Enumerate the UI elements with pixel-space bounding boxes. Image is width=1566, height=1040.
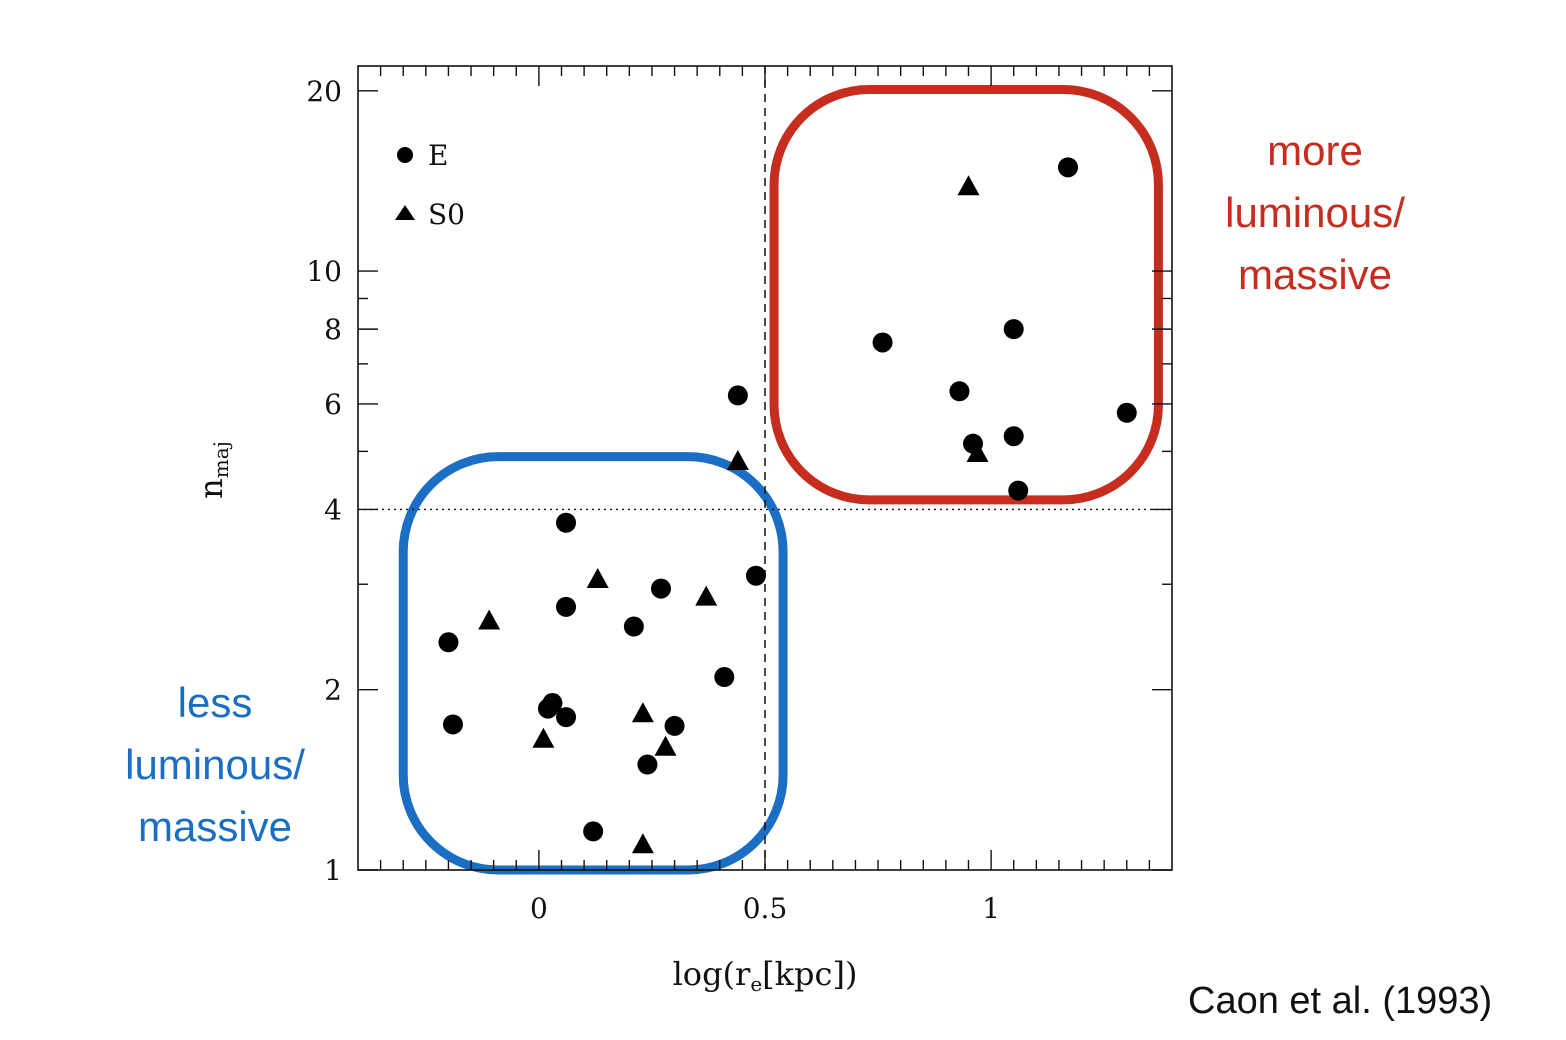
annotation-line: massive xyxy=(137,803,293,850)
annotation-line: luminous/ xyxy=(1225,189,1405,236)
data-point-e xyxy=(714,667,735,688)
data-point-e xyxy=(583,821,604,842)
annotation-line: more xyxy=(1267,127,1363,174)
legend-label-s0: S0 xyxy=(428,198,465,231)
data-point-s0 xyxy=(957,175,980,196)
data-point-e xyxy=(1003,426,1024,447)
legend-marker-e xyxy=(397,147,413,163)
y-tick-label: 4 xyxy=(324,493,342,526)
data-point-s0 xyxy=(532,727,555,748)
data-point-s0 xyxy=(654,735,677,756)
data-point-e xyxy=(542,693,563,714)
highlight-box xyxy=(398,452,788,875)
data-point-e xyxy=(623,616,644,637)
x-tick-label: 0 xyxy=(530,892,548,925)
data-points xyxy=(438,157,1137,854)
highlight-box xyxy=(769,84,1163,505)
source-credit: Caon et al. (1993) xyxy=(1188,980,1493,1022)
annotation-more-luminous: more luminous/ massive xyxy=(1190,120,1440,306)
annotation-line: massive xyxy=(1237,251,1393,298)
y-axis-title: nmaj xyxy=(192,441,233,499)
y-tick-label: 1 xyxy=(324,854,342,887)
data-point-e xyxy=(438,632,459,653)
y-tick-label: 2 xyxy=(324,674,342,707)
y-tick-label: 6 xyxy=(324,388,342,421)
data-point-e xyxy=(664,715,685,736)
annotation-less-luminous: less luminous/ massive xyxy=(95,672,335,858)
highlight-regions xyxy=(398,84,1163,875)
axis-ticks xyxy=(358,66,1172,871)
data-point-e xyxy=(1116,402,1137,423)
data-point-s0 xyxy=(631,702,654,723)
x-axis-title: log(re[kpc]) xyxy=(673,955,858,996)
data-point-e xyxy=(556,596,577,617)
data-point-e xyxy=(1008,480,1029,501)
annotation-line: less xyxy=(177,679,253,726)
legend: E S0 xyxy=(395,139,465,231)
legend-marker-s0 xyxy=(395,205,415,220)
legend-label-e: E xyxy=(428,139,448,172)
data-point-e xyxy=(727,385,748,406)
data-point-s0 xyxy=(726,449,749,470)
data-point-s0 xyxy=(478,609,501,630)
data-point-s0 xyxy=(586,567,609,588)
data-point-e xyxy=(745,565,766,586)
annotation-line: luminous/ xyxy=(125,741,305,788)
x-tick-label: 0.5 xyxy=(743,892,788,925)
data-point-e xyxy=(949,381,970,402)
plot-frame xyxy=(357,65,1173,871)
y-tick-label: 10 xyxy=(306,255,342,288)
y-tick-label: 8 xyxy=(324,313,342,346)
data-point-e xyxy=(556,512,577,533)
x-tick-label: 1 xyxy=(982,892,1000,925)
y-tick-label: 20 xyxy=(306,75,342,108)
reference-lines xyxy=(358,66,1172,870)
tick-labels: 0 0.5 1 1 2 4 6 8 10 20 xyxy=(306,75,1000,925)
data-point-e xyxy=(650,578,671,599)
data-point-e xyxy=(637,754,658,775)
data-point-s0 xyxy=(631,833,654,854)
data-point-e xyxy=(872,332,893,353)
data-point-e xyxy=(1057,157,1078,178)
data-point-e xyxy=(1003,319,1024,340)
data-point-s0 xyxy=(695,585,718,606)
data-point-e xyxy=(556,707,577,728)
data-point-e xyxy=(442,714,463,735)
data-point-s0 xyxy=(966,441,989,462)
